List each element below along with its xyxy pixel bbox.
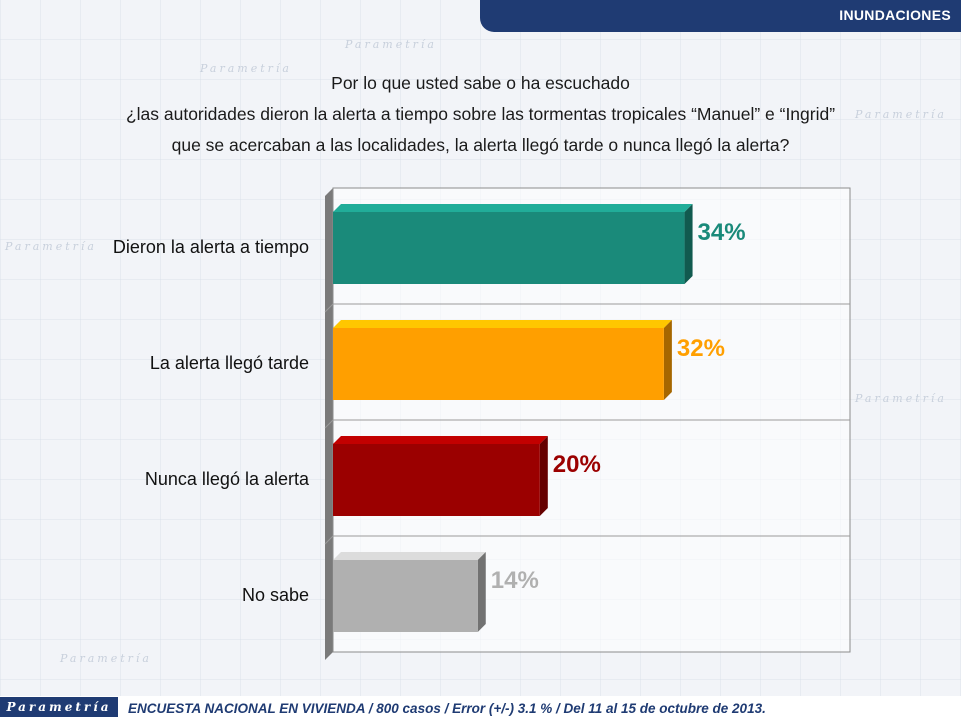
bar	[333, 560, 478, 632]
category-label: Nunca llegó la alerta	[145, 469, 310, 489]
footer-bar	[0, 696, 961, 721]
bar-side	[477, 552, 486, 632]
bar-side	[539, 436, 548, 516]
watermark: Parametría	[200, 62, 292, 75]
bar	[333, 212, 685, 284]
question-line-1: Por lo que usted sabe o ha escuchado	[331, 73, 630, 93]
watermark: Parametría	[5, 240, 97, 253]
category-label: Dieron la alerta a tiempo	[113, 237, 309, 257]
gridline-depth	[324, 419, 334, 429]
gridline-depth	[324, 535, 334, 545]
question-line-2: ¿las autoridades dieron la alerta a tiem…	[125, 104, 836, 124]
category-label: No sabe	[242, 585, 309, 605]
question-line-3: que se acercaban a las localidades, la a…	[171, 135, 790, 155]
bar-top	[333, 436, 548, 444]
bar-side	[684, 204, 693, 284]
footer-note: ENCUESTA NACIONAL EN VIVIENDA / 800 caso…	[128, 701, 766, 716]
data-label: 32%	[677, 335, 725, 362]
section-title: INUNDACIONES	[839, 7, 951, 23]
bar-top	[333, 552, 486, 560]
bar-top	[333, 204, 693, 212]
watermark: Parametría	[855, 392, 947, 405]
gridline-depth	[324, 303, 334, 313]
bar	[333, 328, 664, 400]
question-text: Por lo que usted sabe o ha escuchado ¿la…	[0, 68, 961, 161]
data-label: 34%	[698, 219, 746, 246]
data-label: 20%	[553, 451, 601, 478]
footer-logo: Parametría	[0, 697, 118, 717]
watermark: Parametría	[345, 38, 437, 51]
bar	[333, 444, 540, 516]
bar-side	[663, 320, 672, 400]
watermark: Parametría	[855, 108, 947, 121]
data-label: 14%	[491, 567, 539, 594]
header-bar: INUNDACIONES	[480, 0, 961, 32]
category-label: La alerta llegó tarde	[150, 353, 309, 373]
watermark: Parametría	[60, 652, 152, 665]
bar-top	[333, 320, 672, 328]
